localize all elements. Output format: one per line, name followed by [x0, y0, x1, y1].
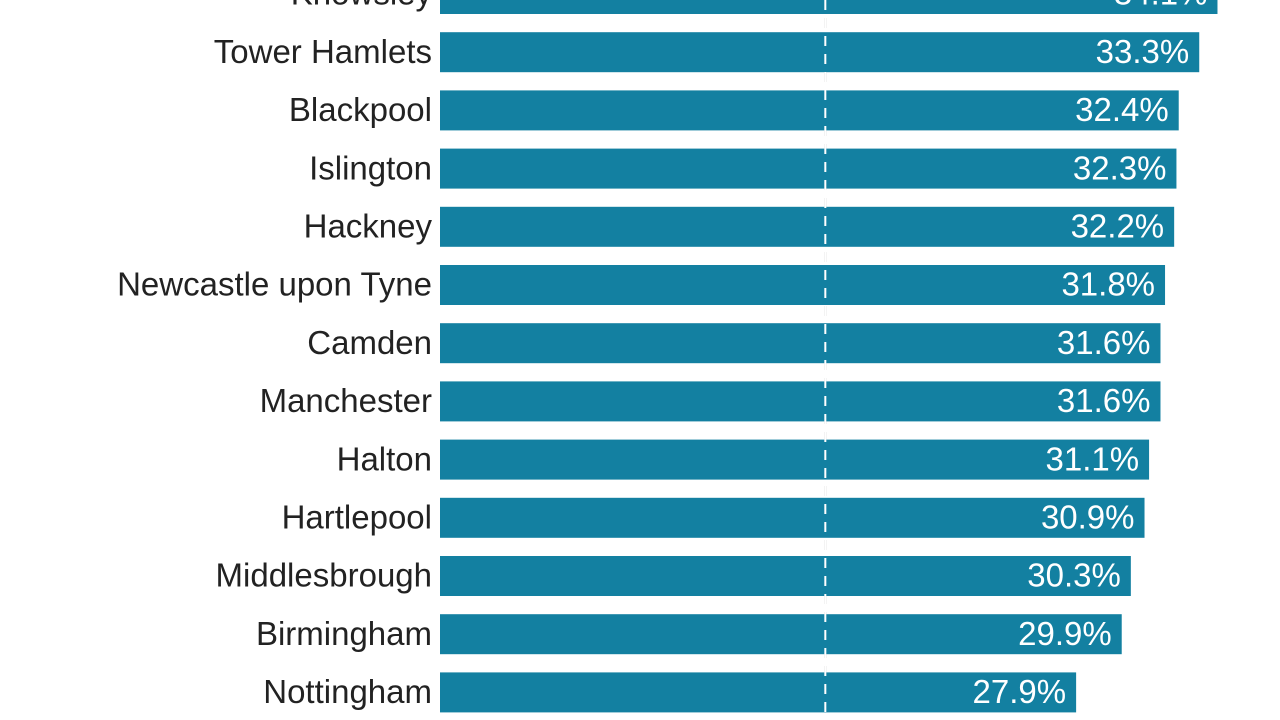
value-label: 32.4%	[1075, 91, 1169, 128]
bar	[440, 90, 1179, 131]
value-label: 32.2%	[1071, 208, 1165, 245]
category-label: Manchester	[260, 382, 432, 419]
category-label: Knowsley	[291, 0, 433, 12]
category-label: Hartlepool	[282, 499, 432, 536]
value-label: 29.9%	[1018, 615, 1112, 652]
value-label: 34.1%	[1114, 0, 1208, 12]
category-label: Nottingham	[263, 673, 432, 710]
value-label: 30.9%	[1041, 499, 1135, 536]
bar	[440, 265, 1166, 305]
bar	[440, 672, 1077, 713]
bar	[440, 556, 1131, 596]
bar	[440, 497, 1145, 538]
value-label: 31.1%	[1046, 440, 1140, 477]
category-label: Middlesbrough	[216, 557, 432, 594]
category-label: Halton	[337, 440, 432, 477]
bar	[440, 381, 1161, 422]
category-label: Camden	[307, 324, 432, 361]
value-label: 27.9%	[973, 673, 1067, 710]
bar	[440, 323, 1161, 364]
bar	[440, 148, 1177, 189]
bar	[440, 614, 1122, 655]
bar	[440, 206, 1175, 247]
bar	[440, 32, 1200, 73]
value-label: 32.3%	[1073, 149, 1167, 186]
bar	[440, 0, 1218, 14]
value-label: 33.3%	[1096, 33, 1190, 70]
category-label: Blackpool	[289, 91, 432, 128]
category-label: Tower Hamlets	[214, 33, 432, 70]
value-label: 30.3%	[1027, 557, 1121, 594]
category-label: Islington	[309, 149, 432, 186]
bar	[440, 439, 1150, 480]
category-label: Birmingham	[256, 615, 432, 652]
value-label: 31.8%	[1061, 266, 1155, 303]
category-label: Hackney	[304, 208, 433, 245]
value-label: 31.6%	[1057, 382, 1151, 419]
category-label: Newcastle upon Tyne	[117, 266, 432, 303]
value-label: 31.6%	[1057, 324, 1151, 361]
